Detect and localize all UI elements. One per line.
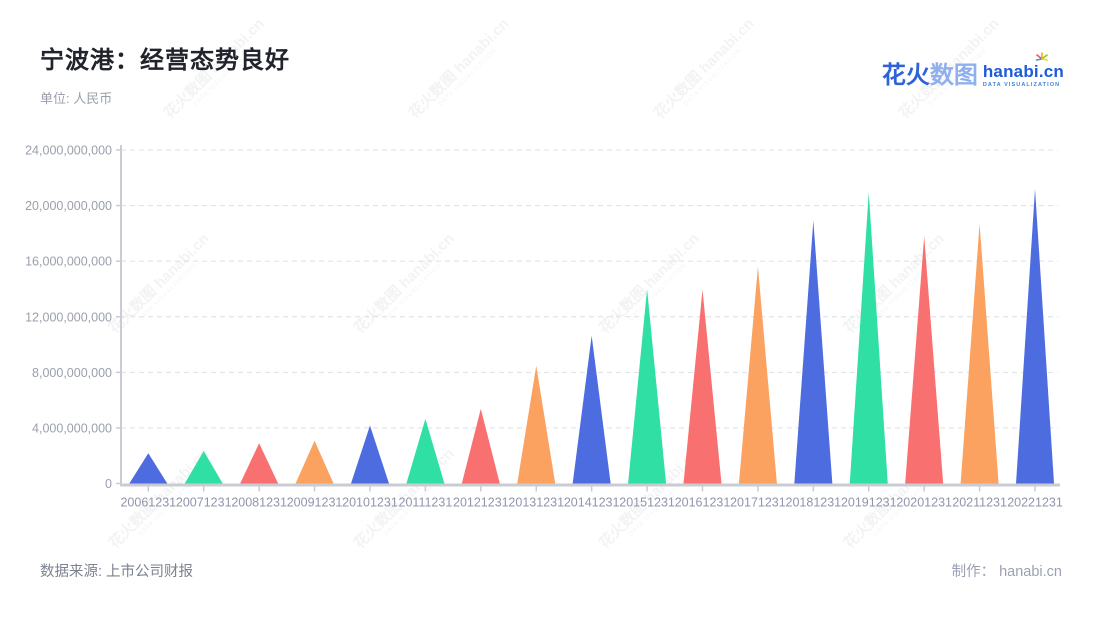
x-axis-label: 20141231 (564, 496, 620, 510)
logo-cn-text: 花火数图 (882, 64, 978, 88)
logo-en-text: hanabi.cn (982, 62, 1064, 81)
triangle-bar-20181231[interactable] (794, 220, 833, 484)
y-axis-label: 8,000,000,000 (32, 366, 112, 380)
logo-en-block: hanabi.cn DATA VISUALIZATION (982, 52, 1064, 88)
triangle-bar-20061231[interactable] (129, 453, 168, 484)
y-axis-label: 12,000,000,000 (25, 310, 112, 324)
logo-tagline: DATA VISUALIZATION (982, 82, 1061, 88)
y-axis-label: 4,000,000,000 (32, 421, 112, 435)
revenue-chart: 0 4,000,000,000 8,000,000,000 12,000,000,00… (25, 144, 1063, 510)
x-axis-label: 20071231 (176, 496, 232, 510)
logo-cn-light: 数图 (929, 62, 978, 89)
data-source-label: 数据来源: 上市公司财报 (40, 564, 194, 580)
x-axis-label: 20131231 (508, 496, 564, 510)
sparkle-icon (1035, 52, 1049, 61)
triangle-bar-20081231[interactable] (240, 443, 279, 484)
x-axis-label: 20091231 (287, 496, 343, 510)
triangle-bar-20091231[interactable] (295, 440, 334, 484)
triangle-bar-20221231[interactable] (1016, 188, 1055, 484)
credit-label: 制作： hanabi.cn (952, 560, 1062, 581)
unit-label: 单位: 人民币 (40, 91, 113, 106)
triangle-bar-20131231[interactable] (517, 365, 556, 484)
x-axis-label: 20081231 (231, 496, 287, 510)
page-title: 宁波港：经营态势良好 (40, 47, 290, 74)
credit-link[interactable]: hanabi.cn (999, 564, 1062, 580)
triangle-bar-20151231[interactable] (628, 288, 667, 484)
x-axis-label: 20101231 (342, 496, 398, 510)
x-axis-label: 20181231 (786, 496, 842, 510)
credit-prefix: 制作： (951, 564, 996, 580)
triangle-bar-20161231[interactable] (683, 289, 722, 484)
hanabi-logo: 花火数图 hanabi.cn DATA VISUALIZATION (882, 52, 1064, 88)
triangle-bar-20191231[interactable] (849, 192, 888, 484)
triangle-bar-20171231[interactable] (738, 266, 777, 484)
triangle-bar-20211231[interactable] (960, 223, 999, 484)
x-axis-label: 20221231 (1007, 496, 1063, 510)
x-axis-label: 20211231 (952, 496, 1007, 510)
x-axis-label: 20201231 (896, 496, 952, 510)
x-axis-label: 20171231 (730, 496, 786, 510)
y-axis-label: 24,000,000,000 (25, 144, 112, 158)
x-axis-label: 20191231 (841, 496, 897, 510)
triangle-bar-20071231[interactable] (184, 450, 223, 484)
logo-cn-bold: 花火 (881, 62, 930, 89)
triangle-bar-20121231[interactable] (461, 408, 500, 484)
y-axis-label: 0 (105, 477, 112, 491)
y-axis-label: 20,000,000,000 (25, 199, 112, 213)
x-axis-label: 20151231 (619, 496, 675, 510)
x-axis-label: 20061231 (120, 496, 176, 510)
x-axis-label: 20111231 (399, 496, 453, 510)
x-axis-label: 20161231 (675, 496, 731, 510)
triangle-bar-20111231[interactable] (406, 418, 445, 484)
triangle-bar-20141231[interactable] (572, 335, 611, 484)
y-axis-label: 16,000,000,000 (25, 255, 112, 269)
triangle-bar-20201231[interactable] (905, 236, 944, 484)
x-axis-label: 20121231 (453, 496, 509, 510)
triangle-bar-20101231[interactable] (350, 425, 389, 484)
